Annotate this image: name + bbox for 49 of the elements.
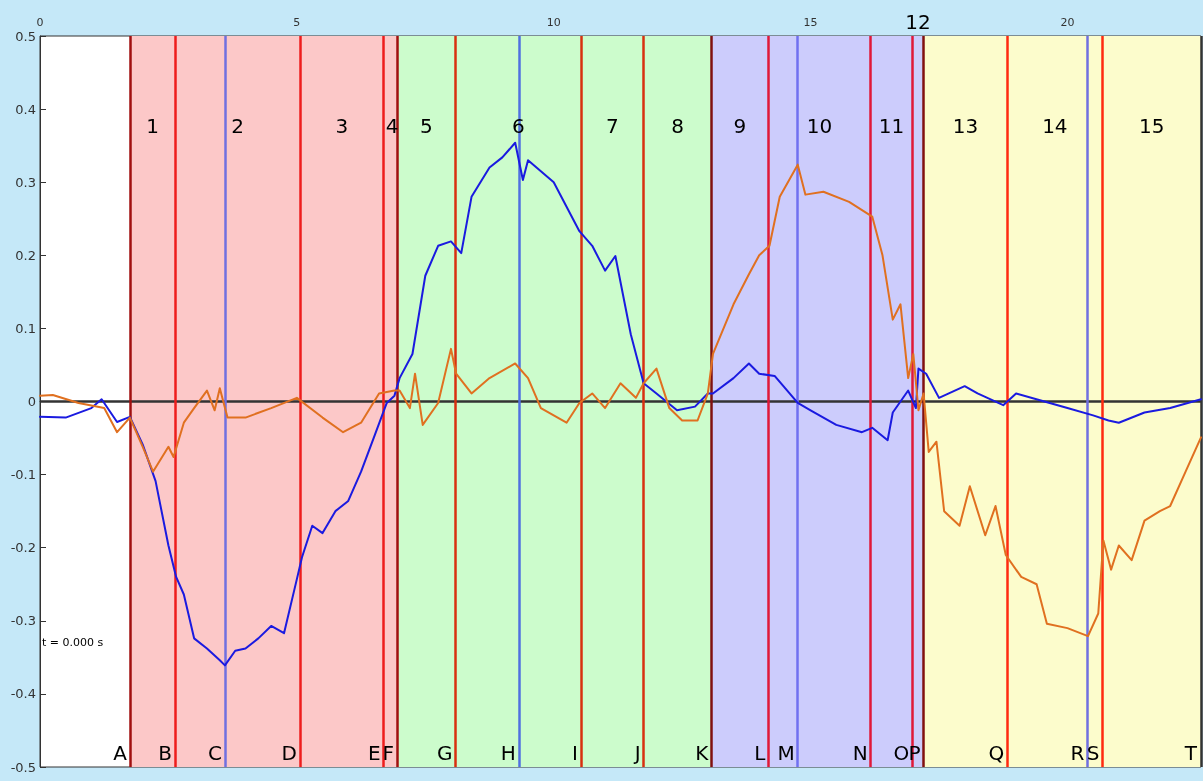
band-label: 5 (419, 114, 433, 138)
ref-line-label: Q (988, 741, 1005, 765)
band-label: 3 (335, 114, 349, 138)
band-label: 11 (878, 114, 905, 138)
x-tick-label: 20 (1060, 16, 1075, 29)
band-label: 12 (905, 10, 931, 34)
ref-line-label: R (1070, 741, 1085, 765)
ref-line-label: B (158, 741, 173, 765)
ref-line-label: H (500, 741, 516, 765)
x-tick-label: 10 (546, 16, 561, 29)
y-tick-label: 0 (27, 394, 36, 409)
y-tick-label: 0.3 (15, 174, 36, 190)
band-label: 14 (1042, 114, 1068, 138)
ref-line-label: M (777, 741, 795, 765)
ref-line-label: E (368, 741, 381, 765)
band-label: 2 (231, 114, 244, 138)
y-tick-label: 0.4 (15, 101, 36, 117)
ref-line-label: K (695, 741, 710, 765)
x-tick-label: 5 (293, 16, 301, 29)
ref-line-label: T (1183, 741, 1198, 765)
y-tick-label: -0.4 (10, 686, 36, 702)
ref-line-label: A (113, 741, 128, 765)
band-label: 15 (1138, 114, 1165, 138)
ref-line-label: F (382, 741, 395, 765)
band-label: 9 (733, 114, 747, 138)
y-tick-label: -0.1 (10, 467, 36, 483)
band-label: 7 (605, 114, 619, 138)
y-tick-label: -0.2 (10, 540, 36, 556)
x-tick-label: 0 (36, 16, 44, 29)
y-tick-label: 0.2 (15, 247, 36, 263)
band-label: 13 (952, 114, 979, 138)
ref-line-label: S (1086, 741, 1100, 765)
y-tick-label: 0.1 (15, 320, 36, 336)
band-label: 1 (146, 114, 159, 138)
ref-line-label: D (281, 741, 297, 765)
annotation: t = 0.000 s (42, 635, 104, 649)
ref-line-label: I (572, 741, 578, 765)
ref-line-label: J (632, 741, 641, 765)
ref-line-label: G (437, 741, 453, 765)
y-tick-label: -0.3 (10, 613, 36, 629)
band-label: 8 (671, 114, 684, 138)
y-tick-label: 0.5 (15, 28, 36, 44)
band-label: 10 (806, 114, 833, 138)
y-tick-label: -0.5 (10, 759, 36, 775)
ref-line-label: O (893, 741, 910, 765)
ref-line-label: L (754, 741, 767, 765)
ref-line-label: N (852, 741, 868, 765)
ref-line-label: C (207, 741, 222, 765)
x-tick-label: 15 (803, 16, 818, 29)
